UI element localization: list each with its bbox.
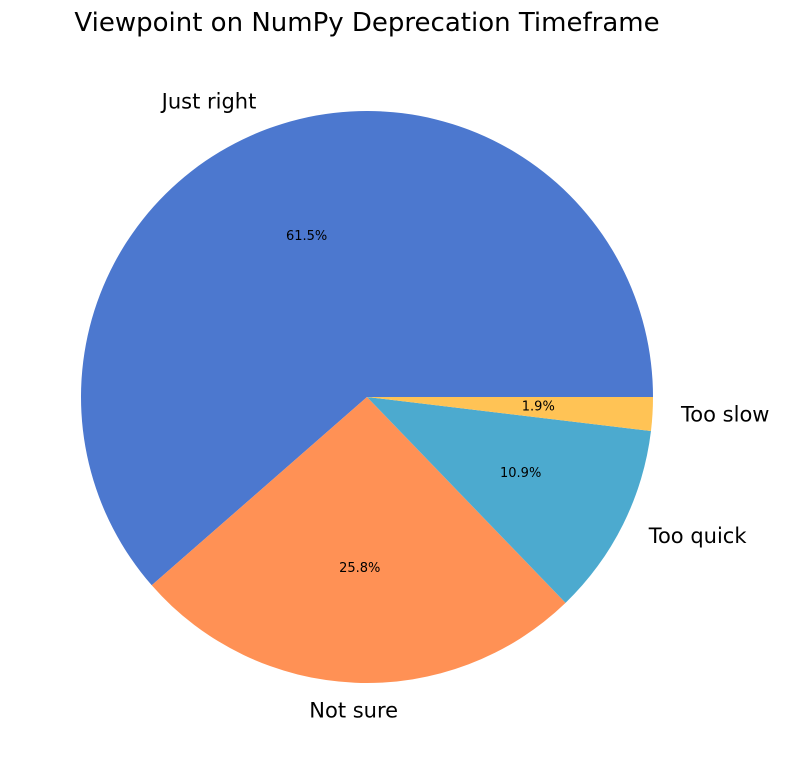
- pie-slice-just-right: [80, 110, 653, 586]
- pie-labels: Just right 61.5% Not sure 25.8% Too quick 10.…: [160, 89, 770, 722]
- pie-slice-too-quick: [367, 397, 651, 603]
- pie-slice-too-slow: [367, 397, 653, 432]
- slice-label-too-quick: Too quick: [648, 524, 748, 548]
- pct-label-too-slow: 1.9%: [522, 400, 555, 415]
- chart-title: Viewpoint on NumPy Deprecation Timeframe: [74, 8, 659, 38]
- pie-slice-not-sure: [151, 397, 566, 683]
- slice-label-not-sure: Not sure: [309, 698, 398, 722]
- pct-label-just-right: 61.5%: [286, 229, 327, 244]
- pct-label-too-quick: 10.9%: [500, 466, 541, 481]
- pct-label-not-sure: 25.8%: [339, 561, 380, 576]
- slice-label-too-slow: Too slow: [680, 403, 769, 427]
- pie-slices: [80, 110, 653, 683]
- slice-label-just-right: Just right: [160, 89, 257, 113]
